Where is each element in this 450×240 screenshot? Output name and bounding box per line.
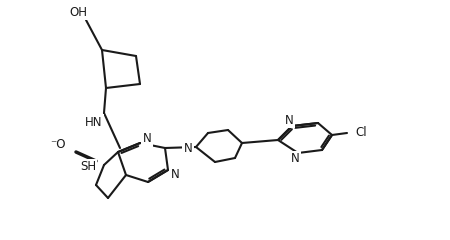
Text: Cl: Cl [355, 126, 367, 139]
Text: N: N [171, 168, 180, 180]
Text: N: N [284, 114, 293, 126]
Text: SH: SH [80, 161, 96, 174]
Text: ⁻O: ⁻O [50, 138, 66, 150]
Text: N: N [184, 143, 193, 156]
Text: HN: HN [85, 115, 103, 128]
Text: N: N [291, 152, 299, 166]
Text: OH: OH [69, 6, 87, 18]
Text: N: N [143, 132, 151, 145]
